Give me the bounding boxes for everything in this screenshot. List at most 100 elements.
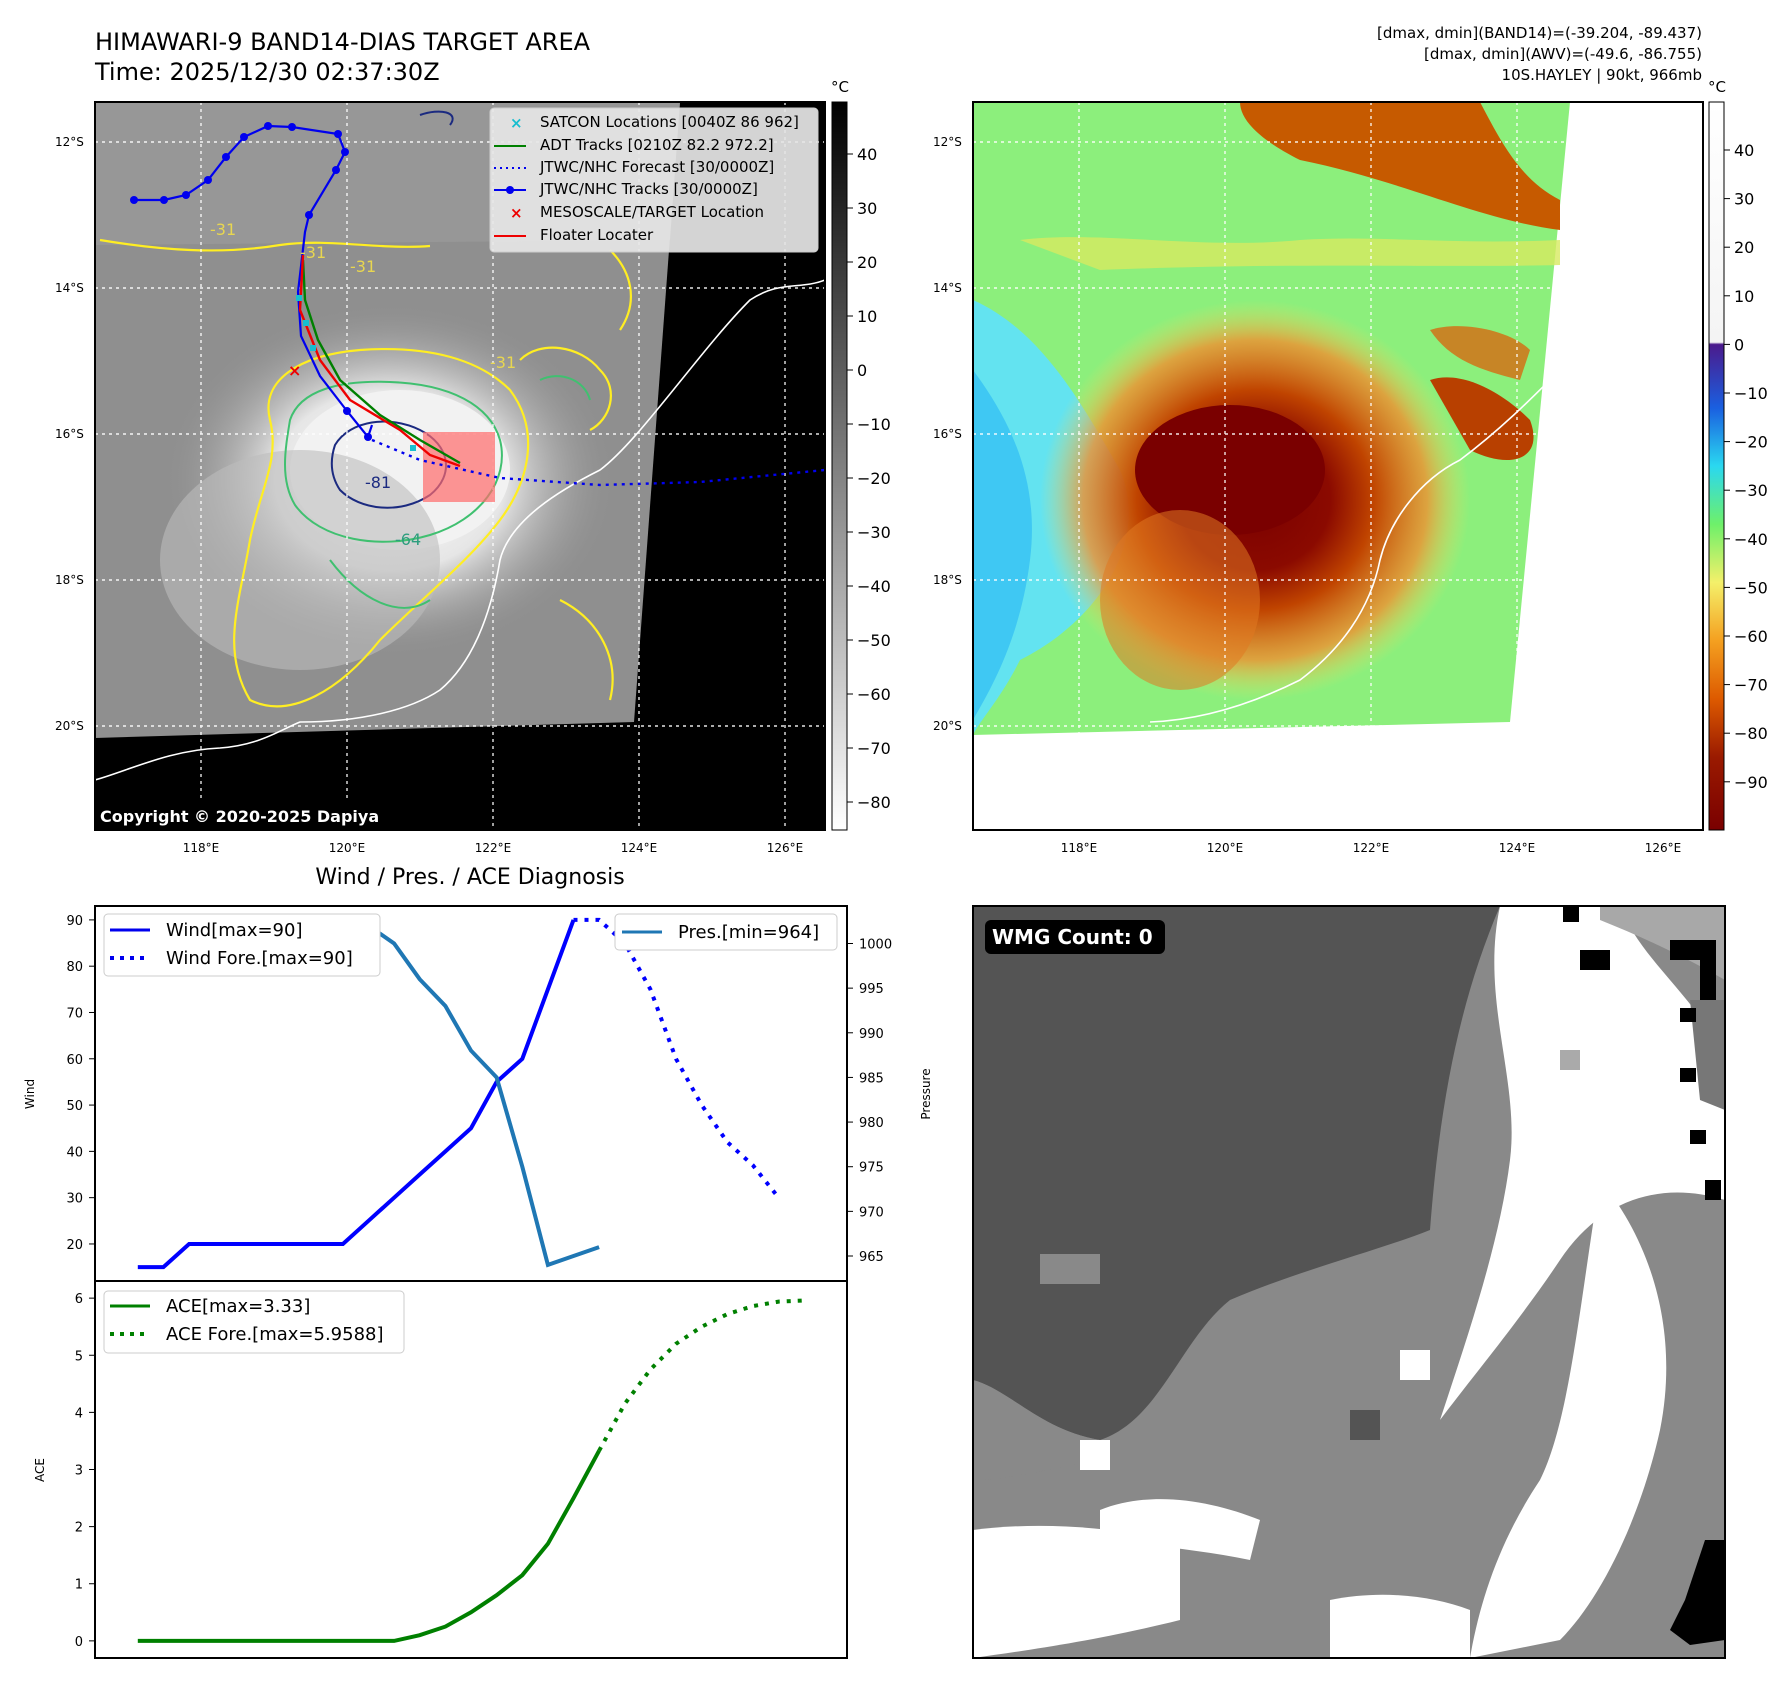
ace-ytick-label: 4	[75, 1406, 83, 1421]
lat-label: 16°S	[933, 427, 962, 441]
wind-ytick-label: 80	[66, 960, 83, 975]
ace-ytick-label: 0	[75, 1635, 83, 1650]
coastline	[95, 279, 825, 781]
svg-text:×: ×	[510, 114, 523, 132]
wmg-white-region	[1440, 906, 1725, 1420]
wind-ytick-label: 50	[66, 1099, 83, 1114]
colorbar-tick-label: 40	[857, 145, 877, 164]
ace-axis-label: ACE	[33, 1458, 47, 1482]
pressure-ytick-label: 985	[859, 1071, 884, 1086]
wind-ytick-label: 70	[66, 1006, 83, 1021]
wmg-frame	[972, 905, 1726, 1659]
legend-item-jtwc-forecast: JTWC/NHC Forecast [30/0000Z]	[539, 158, 774, 176]
lon-label: 120°E	[329, 841, 366, 855]
ir-map-frame	[94, 101, 826, 831]
color-colorbar-unit: °C	[1708, 78, 1726, 96]
colorbar-tick-label: 0	[1734, 335, 1744, 354]
ir-map-axis-labels: 12°S 14°S 16°S 18°S 20°S 118°E 120°E 122…	[55, 135, 803, 855]
floater-box	[423, 432, 495, 502]
lat-label: 12°S	[55, 135, 84, 149]
lon-label: 122°E	[475, 841, 512, 855]
wind-ytick-label: 20	[66, 1238, 83, 1253]
legend-wind: Wind[max=90]	[166, 920, 303, 941]
diagnosis-title: Wind / Pres. / ACE Diagnosis	[315, 865, 624, 890]
legend-pressure: Pres.[min=964]	[678, 922, 819, 943]
satcon-points	[296, 295, 416, 451]
legend-item-target: MESOSCALE/TARGET Location	[540, 203, 764, 221]
lon-label: 124°E	[1499, 841, 1536, 855]
storm-info: 10S.HAYLEY | 90kt, 966mb	[1502, 66, 1702, 84]
colorbar-tick-label: −10	[1734, 384, 1768, 403]
lon-label: 118°E	[1061, 841, 1098, 855]
wind-ytick-label: 40	[66, 1145, 83, 1160]
legend-ace-forecast: ACE Fore.[max=5.9588]	[166, 1324, 384, 1345]
pressure-ytick-label: 990	[859, 1027, 884, 1042]
pressure-legend: Pres.[min=964]	[614, 913, 838, 951]
copyright-text: Copyright © 2020-2025 Dapiya	[100, 807, 379, 826]
colorbar-tick-label: 20	[1734, 238, 1754, 257]
legend-wind-forecast: Wind Fore.[max=90]	[166, 948, 353, 969]
colorbar-tick-label: 30	[857, 199, 877, 218]
colorbar-tick-label: −80	[857, 793, 891, 812]
color-colorbar	[1708, 101, 1725, 831]
wmg-badge	[985, 920, 1165, 954]
colorbar-tick-label: −70	[857, 739, 891, 758]
svg-text:-64: -64	[395, 530, 421, 549]
svg-text:-31: -31	[210, 220, 236, 239]
colorbar-tick-label: −50	[857, 631, 891, 650]
lat-label: 16°S	[55, 427, 84, 441]
series-line-1	[573, 917, 781, 1199]
colorbar-tick-label: −40	[857, 577, 891, 596]
lon-label: 118°E	[183, 841, 220, 855]
colorbar-tick-label: −80	[1734, 724, 1768, 743]
lat-label: 20°S	[55, 719, 84, 733]
target-location-marker: ×	[288, 361, 301, 380]
colorbar-tick-label: 10	[1734, 287, 1754, 306]
contour-labels: -31 -31 -31 -31 -64 -81	[210, 220, 516, 549]
pressure-ytick-label: 975	[859, 1161, 884, 1176]
colorbar-tick-label: −30	[1734, 481, 1768, 500]
color-map-axis-labels: 12°S 14°S 16°S 18°S 20°S 118°E 120°E 122…	[933, 135, 1681, 855]
colorbar-tick-label: −60	[857, 685, 891, 704]
pressure-ytick-label: 970	[859, 1205, 884, 1220]
lat-label: 20°S	[933, 719, 962, 733]
pressure-axis-label: Pressure	[919, 1068, 933, 1119]
svg-text:-31: -31	[300, 243, 326, 262]
copyright-box	[95, 802, 415, 830]
lon-label: 126°E	[1645, 841, 1682, 855]
colorbar-tick-label: 20	[857, 253, 877, 272]
jtwc-forecast-track	[371, 438, 825, 487]
floater-track	[298, 254, 461, 468]
ace-chart: 0 1 2 3 4 5 6	[75, 1292, 805, 1650]
colorbar-tick-label: −70	[1734, 676, 1768, 695]
pressure-ytick-label: 1000	[859, 938, 892, 953]
legend-ace: ACE[max=3.33]	[166, 1296, 310, 1317]
color-map-gridlines	[973, 102, 1703, 830]
colorbar-tick-label: −10	[857, 415, 891, 434]
wmg-panel	[973, 906, 1725, 1658]
wind-axis-label: Wind	[23, 1079, 37, 1109]
svg-text:-31: -31	[490, 353, 516, 372]
wind-ytick-label: 90	[66, 914, 83, 929]
colorbar-tick-label: 40	[1734, 141, 1754, 160]
wind-ytick-label: 60	[66, 1053, 83, 1068]
svg-text:-81: -81	[365, 473, 391, 492]
ace-ytick-label: 5	[75, 1349, 83, 1364]
pressure-ytick-label: 965	[859, 1250, 884, 1265]
color-map-panel	[973, 102, 1703, 830]
lon-label: 124°E	[621, 841, 658, 855]
figure-title: HIMAWARI-9 BAND14-DIAS TARGET AREA	[95, 28, 591, 56]
map-legend: × × SATCON Locations [0040Z 86 962] ADT …	[489, 107, 819, 253]
colorbar-tick-label: −30	[857, 523, 891, 542]
wind-legend: Wind[max=90] Wind Fore.[max=90]	[103, 913, 381, 977]
colorbar-tick-label: −20	[1734, 433, 1768, 452]
coastline	[1149, 369, 1561, 723]
colorbar-tick-label: −20	[857, 469, 891, 488]
lat-label: 14°S	[55, 281, 84, 295]
ace-ytick-label: 6	[75, 1292, 83, 1307]
jtwc-track-points	[130, 122, 372, 441]
colorbar-tick-label: 10	[857, 307, 877, 326]
gray-colorbar-unit: °C	[831, 78, 849, 96]
series-line-0	[137, 919, 576, 1270]
